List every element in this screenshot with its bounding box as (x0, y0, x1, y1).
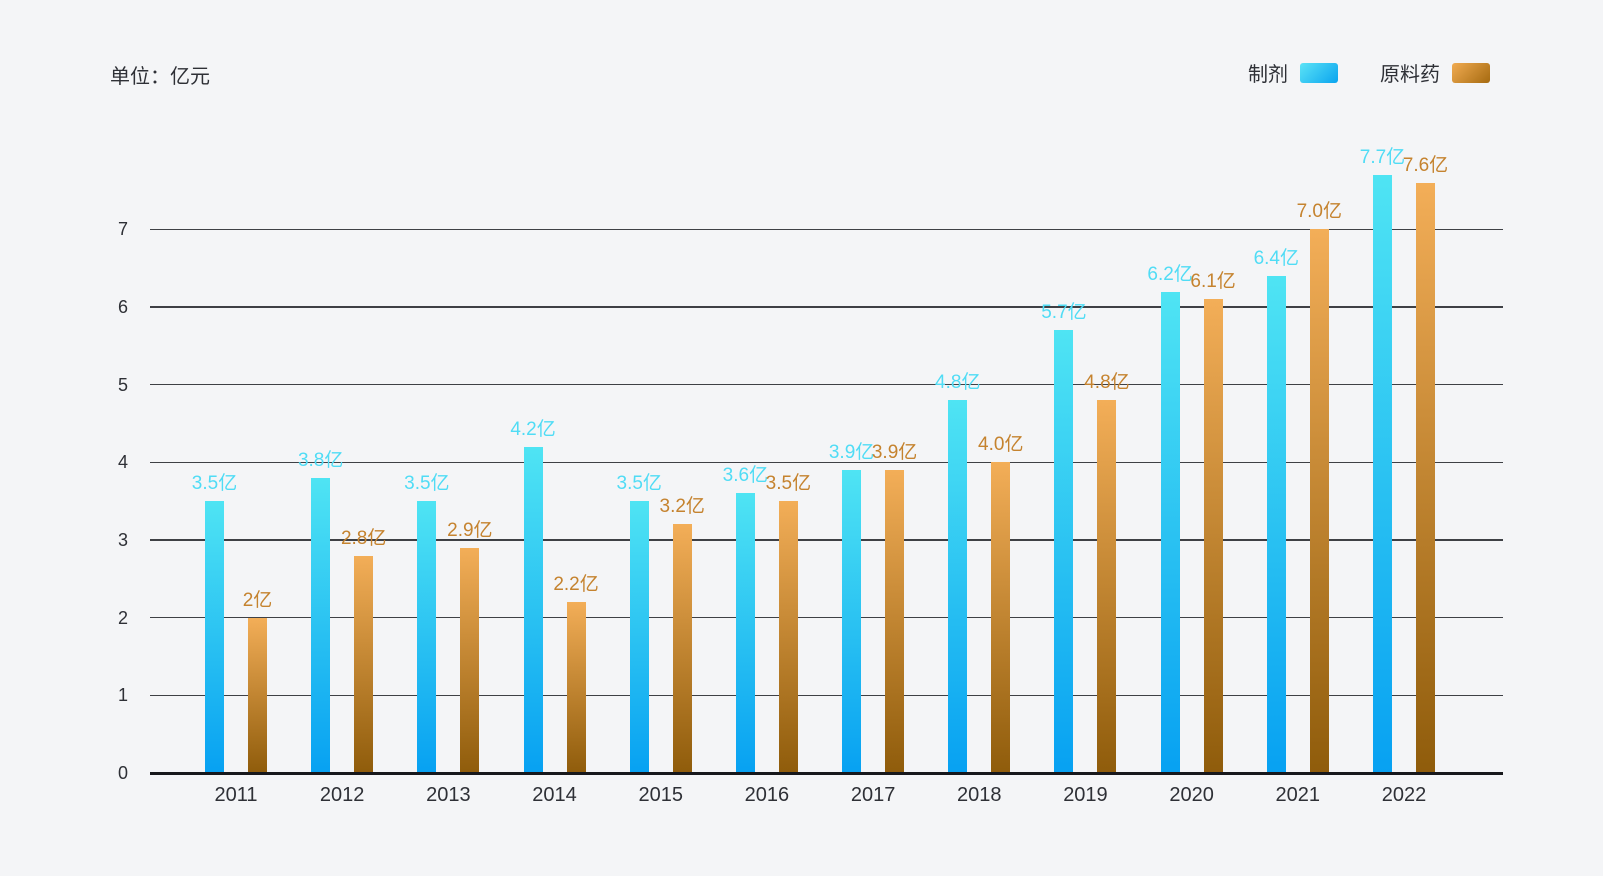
x-axis-label: 2011 (214, 784, 258, 806)
bar-s1-2021 (1309, 229, 1329, 773)
bar-s0-2022 (1372, 175, 1392, 773)
bar-value-label: 7.7亿 (1359, 147, 1406, 169)
x-axis-label: 2022 (1381, 784, 1427, 806)
legend-item-api: 原料药 (1380, 58, 1490, 87)
bar-value-label: 3.5亿 (404, 473, 450, 495)
bar-s0-2018 (948, 400, 968, 773)
x-axis-label: 2019 (1063, 784, 1108, 806)
y-axis-tick-label: 7 (117, 219, 128, 240)
bar-value-label: 3.5亿 (191, 473, 238, 495)
bar-s0-2019 (1054, 330, 1074, 773)
bar-s0-2011 (205, 501, 224, 773)
bar-s0-2015 (629, 501, 649, 773)
y-axis-tick-label: 2 (117, 607, 128, 628)
bar-value-label: 3.9亿 (871, 442, 918, 464)
bar-s1-2019 (1097, 400, 1117, 773)
bar-value-label: 7.6亿 (1402, 154, 1449, 176)
x-axis-label: 2014 (532, 784, 577, 806)
bar-value-label: 5.7亿 (1041, 302, 1087, 324)
gridline-4 (150, 461, 1503, 464)
bar-value-label: 3.2亿 (659, 496, 705, 518)
x-axis-label: 2013 (426, 784, 471, 806)
bar-s0-2013 (417, 501, 437, 773)
bar-s0-2020 (1160, 291, 1180, 773)
chart-legend: 制剂 原料药 (1248, 58, 1490, 87)
bar-value-label: 7.0亿 (1296, 201, 1342, 223)
bar-value-label: 3.6亿 (722, 465, 769, 487)
gridline-7 (150, 228, 1503, 231)
bar-s0-2016 (735, 493, 755, 773)
bar-value-label: 3.8亿 (297, 449, 344, 471)
legend-swatch-blue-icon (1300, 62, 1338, 83)
x-axis-label: 2012 (319, 784, 365, 806)
x-axis-line (150, 771, 1503, 775)
bar-s1-2014 (566, 602, 586, 773)
y-axis-tick-label: 4 (117, 452, 128, 473)
y-axis-tick-label: 5 (117, 374, 128, 395)
bar-value-label: 4.8亿 (1084, 372, 1130, 394)
bar-s1-2018 (991, 462, 1011, 773)
bar-s0-2014 (523, 446, 543, 773)
bar-value-label: 3.5亿 (765, 473, 812, 495)
legend-label-api: 原料药 (1380, 64, 1440, 86)
legend-label-formulation: 制剂 (1248, 64, 1288, 86)
bar-s1-2022 (1415, 182, 1435, 773)
y-axis-tick-label: 3 (117, 530, 128, 551)
legend-item-formulation: 制剂 (1248, 58, 1338, 87)
bar-value-label: 6.2亿 (1147, 263, 1193, 285)
x-axis-label: 2018 (957, 784, 1002, 806)
x-axis-label: 2016 (744, 784, 790, 806)
bar-s1-2016 (778, 501, 798, 773)
bar-value-label: 4.2亿 (510, 418, 556, 440)
legend-swatch-orange-icon (1452, 62, 1490, 83)
bar-s1-2012 (354, 555, 374, 773)
bar-s1-2011 (248, 617, 267, 773)
y-axis-tick-label: 6 (117, 297, 128, 318)
bar-s1-2013 (460, 547, 480, 773)
bar-value-label: 2.2亿 (553, 574, 599, 596)
bar-s1-2020 (1203, 299, 1223, 773)
bar-value-label: 4.8亿 (935, 372, 981, 394)
x-axis-label: 2020 (1169, 784, 1214, 806)
y-axis-tick-label: 1 (117, 685, 128, 706)
bar-s0-2021 (1266, 275, 1286, 773)
x-axis-label: 2017 (850, 784, 896, 806)
bar-value-label: 6.1亿 (1190, 271, 1236, 293)
bar-value-label: 4.0亿 (978, 434, 1024, 456)
bar-value-label: 3.9亿 (828, 442, 875, 464)
bar-s0-2017 (842, 470, 862, 773)
bar-s1-2015 (672, 524, 692, 773)
gridline-1 (150, 694, 1503, 697)
bar-value-label: 6.4亿 (1253, 247, 1299, 269)
y-axis-tick-label: 0 (117, 763, 128, 783)
bar-s0-2012 (311, 477, 331, 773)
x-axis-label: 2015 (638, 784, 683, 806)
x-axis-label: 2021 (1275, 784, 1321, 806)
bar-value-label: 2.9亿 (447, 519, 493, 541)
unit-label: 单位：亿元 (110, 66, 210, 88)
bar-value-label: 3.5亿 (616, 473, 662, 495)
gridline-6 (150, 306, 1503, 308)
bar-s1-2017 (885, 470, 905, 773)
bar-value-label: 2.8亿 (340, 527, 387, 549)
bar-value-label: 2亿 (242, 589, 273, 611)
gridline-2 (150, 616, 1503, 619)
gridline-5 (150, 383, 1503, 386)
gridline-3 (150, 539, 1503, 541)
